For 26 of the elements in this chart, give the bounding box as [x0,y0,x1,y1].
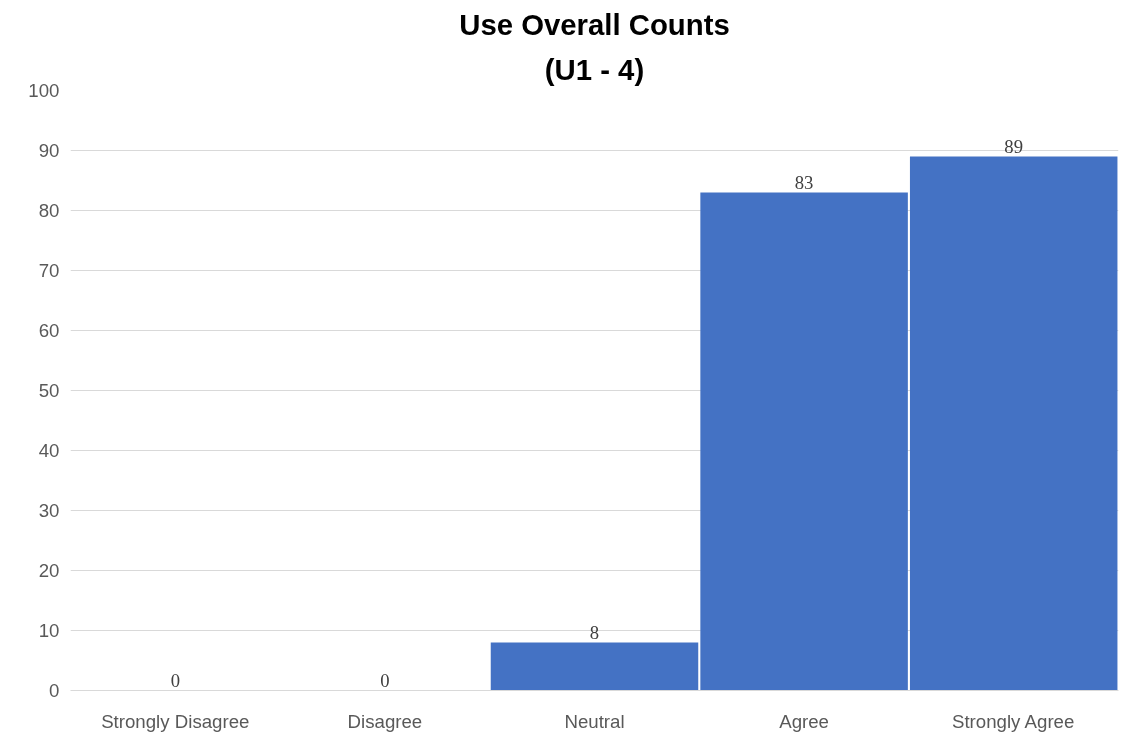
x-tick-label: Agree [779,710,830,732]
y-tick-label: 50 [38,380,60,401]
chart-title: Use Overall Counts [459,7,730,41]
data-label: 83 [794,171,814,193]
y-tick-label: 80 [38,200,60,221]
data-label: 0 [380,669,390,691]
x-tick-label: Strongly Agree [952,710,1075,732]
x-tick-label: Strongly Disagree [101,710,250,732]
x-tick-label: Disagree [347,710,423,732]
bar [700,192,908,691]
y-tick-label: 0 [49,680,60,701]
chart-subtitle: (U1 - 4) [544,52,645,86]
bar [490,642,699,691]
bar [909,156,1118,691]
y-tick-label: 20 [38,560,60,581]
y-tick-label: 60 [38,320,60,341]
data-label: 0 [170,669,180,691]
y-tick-label: 100 [28,80,60,101]
y-tick-label: 90 [38,140,60,161]
y-tick-label: 10 [38,620,60,641]
data-label: 8 [589,621,600,643]
y-tick-label: 70 [38,260,60,281]
y-tick-label: 30 [38,500,60,521]
data-label: 89 [1004,135,1024,157]
x-tick-label: Neutral [564,710,625,732]
y-tick-label: 40 [38,440,60,461]
